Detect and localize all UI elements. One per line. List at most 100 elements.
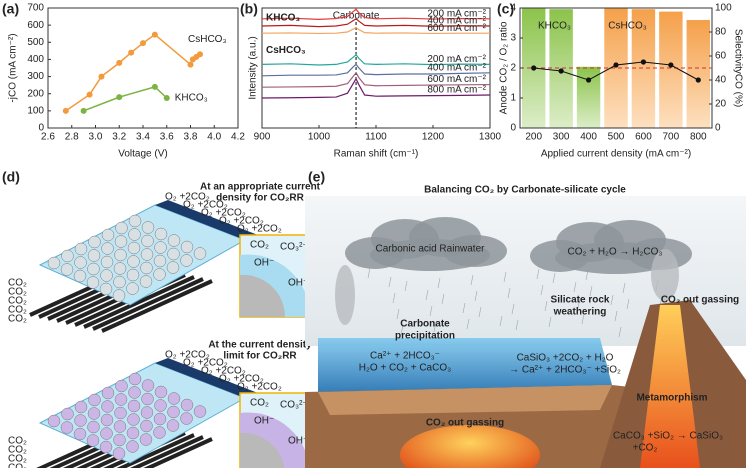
data-point	[116, 59, 123, 66]
metamorphism-label: Metamorphism	[636, 393, 707, 404]
y-axis-label: Intensity (a.u.)	[248, 36, 259, 99]
particle	[167, 247, 180, 261]
gas-label: O₂ +2CO₂	[237, 382, 282, 393]
x-tick-label: 1000	[308, 132, 331, 143]
x-tick-label: 4.2	[231, 132, 245, 143]
series-label: KHCO₃	[538, 21, 571, 32]
particle	[141, 234, 154, 248]
particle	[101, 400, 114, 413]
metamorphism-reaction: CaCO₃ +SiO₂ → CaSiO₃	[613, 431, 723, 442]
rain	[548, 316, 552, 328]
x-tick-label: 500	[608, 132, 625, 143]
particle	[166, 419, 180, 432]
plot-frame	[47, 7, 239, 129]
series-label: 800 mA cm⁻²	[427, 85, 486, 96]
rain	[581, 313, 585, 325]
x-tick-label: 2.8	[65, 132, 79, 143]
rain	[614, 310, 618, 322]
rain	[552, 272, 556, 284]
particle	[74, 414, 87, 427]
particle	[113, 262, 127, 275]
rain	[544, 300, 548, 312]
spectrum	[261, 27, 490, 35]
group-label: KHCO₃	[266, 13, 300, 24]
fiber	[92, 277, 204, 331]
rain-label: Carbonic acid Rainwater	[376, 244, 486, 255]
x-tick-label: 900	[254, 132, 271, 143]
particle	[126, 440, 139, 453]
x-axis-label: Raman shift (cm⁻¹)	[334, 149, 419, 160]
particle	[193, 405, 207, 418]
particle	[126, 268, 140, 282]
ratio-point	[695, 77, 701, 83]
particle	[128, 228, 141, 241]
ratio-point	[585, 77, 592, 83]
particle	[101, 228, 115, 242]
particle	[140, 261, 153, 275]
particle	[127, 255, 140, 268]
x-tick-label: 300	[553, 132, 570, 143]
y-tick-label: 700	[27, 3, 44, 14]
particle	[141, 221, 155, 234]
hydroxide-label: OH⁻	[254, 416, 274, 427]
x-tick-label: 3.8	[184, 132, 198, 143]
particle	[180, 398, 194, 412]
particle	[114, 235, 128, 248]
particle	[99, 282, 113, 296]
data-point	[128, 49, 135, 56]
data-point	[151, 83, 158, 90]
precipitation-label: Carbonate	[400, 319, 450, 330]
y-tick-label: 600	[27, 20, 44, 31]
y-tick-label: 200	[27, 88, 44, 99]
annotation: Carbonate	[333, 11, 380, 22]
particle	[141, 379, 155, 392]
y-tick-label: 3	[510, 33, 516, 44]
rain	[536, 268, 540, 280]
particle	[154, 399, 167, 412]
particle	[73, 427, 87, 441]
data-point	[98, 73, 105, 80]
co2-label: CO₂	[8, 305, 27, 316]
particle	[73, 269, 87, 283]
rain	[404, 280, 408, 292]
particle	[101, 386, 115, 400]
series-label: 200 mA cm⁻²	[427, 8, 486, 19]
particle	[86, 434, 100, 447]
rain	[437, 277, 441, 289]
series-label: 200 mA cm⁻²	[427, 54, 486, 65]
fiber	[116, 433, 195, 468]
co2-label: CO₂	[8, 278, 27, 289]
series-label: 400 mA cm⁻²	[427, 16, 486, 27]
bar	[604, 8, 628, 128]
y2-tick-label: 80	[715, 27, 727, 38]
gas-label: O₂ +2CO₂	[183, 358, 228, 369]
data-point	[187, 61, 194, 68]
precipitation-reaction: H₂O + CO₂ + CaCO₃	[359, 363, 451, 374]
particle	[100, 413, 114, 427]
panel-label: (d)	[2, 169, 20, 185]
crust	[318, 385, 612, 415]
membrane	[155, 358, 258, 398]
hydroxide-label: OH⁻	[254, 258, 274, 269]
rain	[618, 326, 622, 338]
particle	[74, 256, 87, 269]
precipitation-reaction: Ca²⁺ + 2HCO₃⁻	[370, 351, 440, 362]
ratio-point	[558, 68, 564, 74]
particle	[114, 406, 127, 420]
rain	[400, 324, 404, 336]
particle	[61, 407, 74, 421]
title: Balancing CO₂ by Carbonate-silicate cycl…	[424, 185, 626, 196]
particle	[139, 433, 153, 446]
y-tick-label: 4	[510, 3, 516, 14]
particle	[47, 414, 61, 428]
particle	[153, 412, 167, 426]
rain	[573, 281, 577, 293]
particle	[128, 214, 142, 228]
particle	[87, 249, 101, 262]
x-tick-label: 3.0	[89, 132, 103, 143]
x-tick-label: 4.0	[207, 132, 221, 143]
outgassing-label: CO₂ out gassing	[661, 295, 739, 306]
bar	[686, 20, 710, 128]
gas-label: O₂ +2CO₂	[219, 216, 264, 227]
